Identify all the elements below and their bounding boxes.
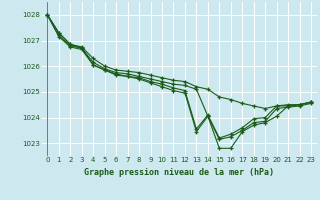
X-axis label: Graphe pression niveau de la mer (hPa): Graphe pression niveau de la mer (hPa) bbox=[84, 168, 274, 177]
